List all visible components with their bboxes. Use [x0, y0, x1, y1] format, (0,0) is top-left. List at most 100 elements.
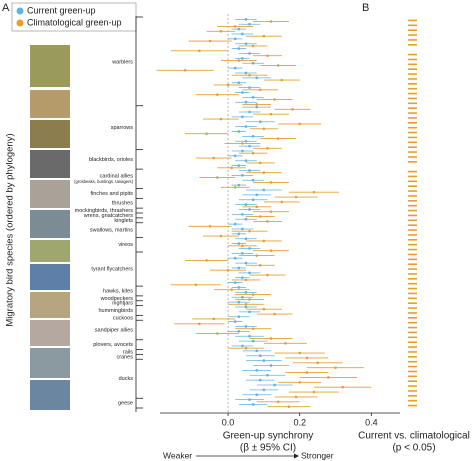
point: [244, 203, 248, 206]
point: [255, 193, 259, 197]
point: [241, 149, 244, 153]
point: [194, 283, 198, 287]
point: [305, 371, 309, 374]
b-label: Current vs. climatological: [358, 431, 470, 442]
point: [237, 47, 241, 50]
point: [233, 66, 237, 70]
point: [237, 130, 241, 133]
photo: [30, 150, 70, 178]
point: [255, 76, 259, 80]
point: [258, 120, 262, 124]
legend-swatch: [16, 7, 24, 15]
point: [262, 127, 266, 131]
point: [237, 300, 241, 304]
legend-box: [11, 2, 137, 32]
point: [237, 315, 241, 319]
weaker-label: Weaker: [163, 450, 192, 460]
point: [284, 341, 287, 345]
group-label: cardinal allies: [100, 173, 134, 179]
point: [233, 185, 237, 189]
point: [237, 266, 241, 270]
point: [255, 349, 259, 353]
point: [233, 222, 237, 226]
point: [258, 263, 262, 267]
point: [251, 339, 255, 343]
point: [255, 205, 259, 209]
point: [244, 325, 248, 328]
point: [241, 91, 244, 94]
point: [248, 229, 251, 233]
point: [244, 346, 248, 350]
photo: [30, 348, 70, 378]
x-tick-label: 0.4: [365, 417, 378, 427]
group-label: rails: [123, 349, 133, 355]
point: [258, 215, 262, 218]
point: [205, 132, 208, 135]
point: [244, 217, 248, 221]
group-label: mockingbirds, thrashers: [75, 208, 134, 214]
point: [248, 310, 251, 314]
point: [233, 281, 237, 284]
x-tick-label: 0.2: [293, 417, 306, 427]
point: [248, 169, 251, 172]
point: [255, 369, 259, 372]
group-label: kinglets: [114, 218, 133, 224]
point: [237, 59, 241, 62]
point: [273, 98, 276, 101]
point: [280, 78, 284, 82]
point: [248, 334, 251, 338]
point: [258, 378, 262, 382]
point: [198, 49, 201, 53]
y-axis-label: Migratory bird species (ordered by phylo…: [5, 133, 16, 326]
point: [248, 110, 251, 114]
point: [251, 151, 255, 155]
point: [233, 320, 237, 323]
point: [241, 295, 244, 299]
point: [216, 93, 219, 96]
point: [255, 105, 259, 109]
point: [258, 88, 262, 92]
point: [237, 286, 241, 289]
point: [216, 332, 219, 335]
stronger-label: Stronger: [301, 450, 334, 460]
point: [248, 86, 251, 89]
point: [266, 273, 269, 277]
point: [294, 395, 298, 399]
point: [241, 115, 244, 119]
point: [251, 61, 255, 65]
group-label: sparrows: [111, 125, 134, 131]
point: [244, 261, 248, 265]
point: [266, 146, 269, 150]
point: [216, 176, 219, 179]
point: [298, 122, 302, 126]
photo: [30, 90, 70, 118]
point: [269, 364, 273, 367]
group-label: ducks: [119, 376, 134, 382]
point: [266, 373, 269, 377]
group-label: vireos: [118, 242, 133, 248]
point: [276, 137, 280, 140]
photo: [30, 264, 70, 290]
point: [294, 195, 298, 199]
group-label: cuckoos: [113, 315, 133, 321]
photo: [30, 320, 70, 346]
group-label: woodpeckers: [100, 296, 134, 302]
legend-swatch: [16, 19, 24, 27]
point: [241, 276, 244, 280]
group-label: plovers, avocets: [93, 342, 133, 348]
point: [269, 337, 273, 340]
point: [226, 83, 230, 87]
point: [183, 68, 187, 72]
point: [251, 44, 255, 48]
group-label: sandpiper allies: [95, 327, 133, 333]
x-axis-sublabel: (β ± 95% CI): [240, 443, 296, 454]
point: [291, 107, 294, 111]
point: [230, 288, 233, 291]
point: [312, 190, 316, 194]
point: [251, 135, 255, 138]
point: [237, 81, 241, 85]
arrow-head: [294, 453, 299, 459]
photo: [30, 292, 70, 318]
point: [244, 100, 248, 104]
point: [244, 125, 248, 128]
